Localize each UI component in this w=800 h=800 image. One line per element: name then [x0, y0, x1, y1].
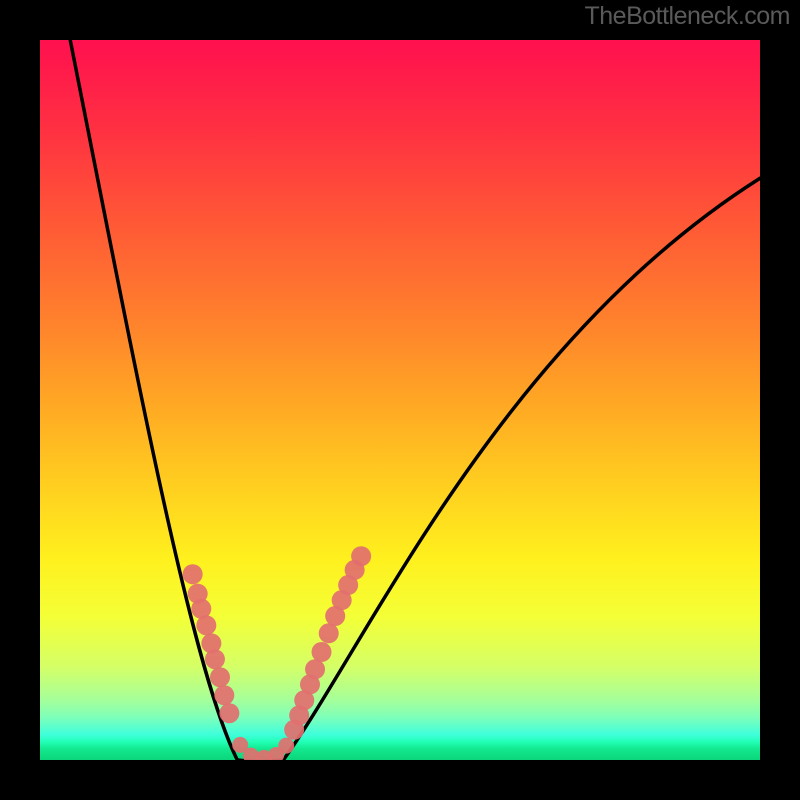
bottleneck-chart [0, 0, 800, 800]
marker-dot [219, 703, 239, 723]
gradient-background [40, 40, 760, 760]
marker-dot [312, 642, 332, 662]
marker-dot [278, 738, 294, 754]
marker-dot [196, 615, 216, 635]
marker-dot [351, 546, 371, 566]
marker-dot [205, 649, 225, 669]
marker-dot [214, 685, 234, 705]
marker-dot [319, 623, 339, 643]
chart-root: TheBottleneck.com [0, 0, 800, 800]
marker-dot [210, 667, 230, 687]
marker-dot [183, 564, 203, 584]
marker-dot [305, 659, 325, 679]
